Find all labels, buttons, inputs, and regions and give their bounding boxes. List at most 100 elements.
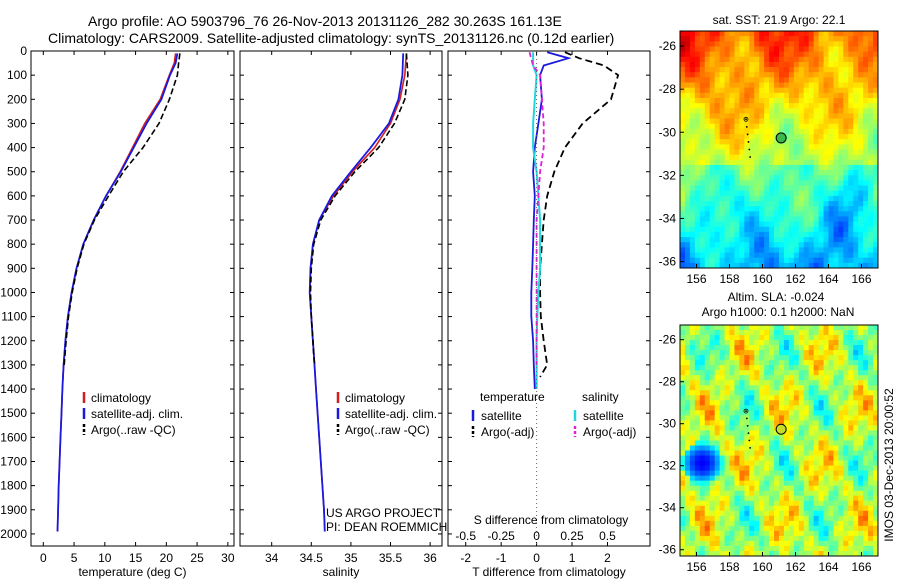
sst-map-cell: [848, 61, 854, 68]
sla-map-cell: [729, 325, 735, 331]
sla-map-cell: [744, 375, 750, 381]
sst-map-cell: [749, 252, 755, 259]
sla-map-cell: [749, 420, 755, 426]
sla-map-cell: [714, 415, 720, 421]
sla-map-cell: [863, 340, 869, 346]
sla-map-cell: [754, 350, 760, 356]
sla-map-cell: [813, 370, 819, 376]
sst-map-cell: [739, 87, 745, 94]
sst-map-cell: [783, 46, 790, 53]
sst-map-cell: [828, 139, 834, 145]
sla-map-cell: [689, 425, 696, 431]
sla-map-cell: [818, 435, 824, 441]
sla-map-cell: [793, 345, 800, 351]
sla-map-cell: [828, 410, 834, 416]
sst-map-cell: [699, 51, 706, 58]
sla-map-cell: [714, 540, 720, 547]
sla-map-cell: [739, 410, 745, 416]
sla-map-cell: [868, 535, 874, 542]
sst-map-cell: [843, 190, 849, 197]
sst-map-cell: [714, 41, 720, 47]
sla-map-cell: [719, 540, 725, 547]
sla-map-cell: [754, 465, 760, 472]
sst-map-cell: [779, 180, 785, 186]
sst-map-cell: [754, 41, 760, 47]
sla-map-cell: [803, 550, 810, 557]
sst-map-cell: [858, 262, 864, 269]
sla-map-cell: [858, 325, 864, 331]
sst-map-cell: [828, 247, 834, 253]
sst-map-cell: [818, 242, 824, 248]
sst-map-cell: [798, 247, 805, 253]
sst-map-cell: [759, 170, 765, 176]
sla-map-cell: [719, 465, 725, 472]
sst-map-cell: [813, 175, 819, 181]
depth-tick-label: 200: [7, 92, 27, 106]
sst-map-cell: [818, 118, 824, 125]
sla-map-cell: [699, 355, 706, 361]
sla-map-cell: [873, 510, 879, 517]
sst-map-cell: [724, 144, 730, 150]
sla-map-cell: [808, 520, 815, 527]
sla-map-cell: [838, 360, 844, 366]
sst-map-cell: [699, 226, 706, 233]
sst-map-cell: [754, 190, 760, 197]
sst-map-cell: [724, 262, 730, 269]
s-diff-tick-label: -0.5: [455, 529, 476, 543]
sst-map-cell: [714, 175, 720, 181]
sst-map-cell: [873, 211, 879, 217]
sla-map-cell: [803, 520, 810, 527]
sst-map-cell: [684, 77, 691, 83]
sla-map-cell: [843, 475, 849, 482]
sst-map-cell: [858, 72, 864, 78]
sst-map-cell: [843, 242, 849, 248]
sst-map-cell: [848, 144, 854, 150]
sst-map-cell: [783, 159, 790, 166]
sla-map-cell: [828, 350, 834, 356]
sst-map-cell: [749, 31, 755, 37]
sla-map-cell: [783, 500, 790, 507]
sla-map-cell: [764, 475, 770, 482]
sla-map-cell: [744, 390, 750, 396]
sla-map-cell: [759, 410, 765, 416]
sla-map-cell: [689, 370, 696, 376]
sla-map-cell: [848, 420, 854, 426]
sla-map-cell: [709, 400, 716, 406]
sla-map-cell: [769, 395, 775, 401]
sst-map-cell: [699, 113, 706, 119]
sst-map-cell: [704, 51, 711, 58]
sla-map-cell: [813, 420, 819, 426]
sst-map-cell: [848, 190, 854, 197]
sla-map-cell: [774, 475, 780, 482]
sla-map-cell: [853, 495, 859, 502]
sla-map-cell: [694, 530, 701, 537]
sst-map-cell: [838, 134, 844, 140]
sst-map-cell: [853, 201, 859, 207]
sst-map-cell: [680, 206, 686, 212]
sst-map-cell: [729, 164, 735, 171]
sst-map-cell: [788, 87, 795, 94]
sst-map-cell: [714, 216, 720, 223]
sla-map-cell: [843, 410, 849, 416]
sla-map-cell: [798, 370, 805, 376]
sla-map-cell: [704, 365, 711, 371]
sst-map-cell: [813, 221, 819, 228]
sst-map-cell: [833, 206, 839, 212]
sst-map-cell: [754, 252, 760, 259]
sst-map-cell: [818, 206, 824, 212]
sla-map-cell: [823, 440, 829, 446]
sst-map-cell: [803, 36, 810, 42]
sst-map-cell: [769, 134, 775, 140]
sla-map-cell: [783, 525, 790, 532]
sla-map-cell: [764, 425, 770, 431]
sla-map-cell: [793, 440, 800, 446]
sst-map-cell: [853, 211, 859, 217]
sla-map-cell: [774, 380, 780, 386]
sla-map-cell: [694, 410, 701, 416]
sst-map-cell: [754, 195, 760, 202]
sla-map-cell: [769, 360, 775, 366]
sla-map-cell: [779, 515, 785, 522]
sla-map-cell: [788, 520, 795, 527]
sst-map-cell: [719, 134, 725, 140]
sst-map-cell: [788, 175, 795, 181]
